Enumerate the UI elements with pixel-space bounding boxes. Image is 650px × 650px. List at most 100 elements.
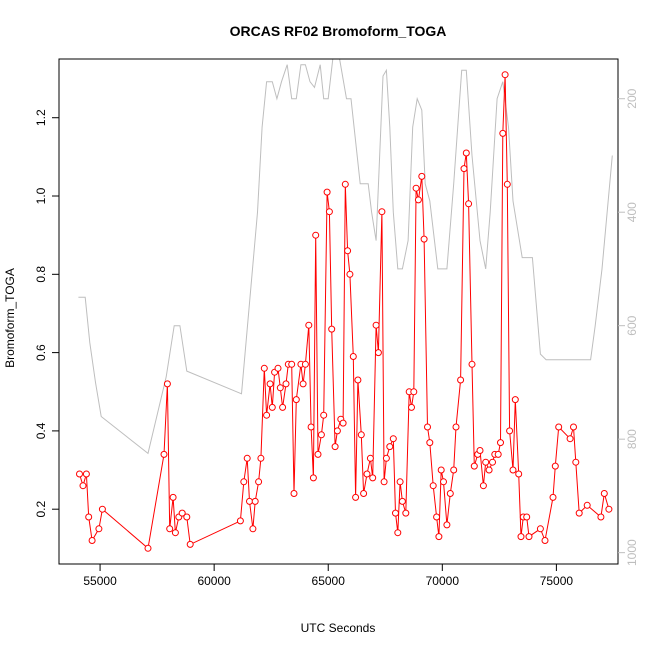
data-point bbox=[346, 270, 354, 278]
chart-title: ORCAS RF02 Bromoform_TOGA bbox=[230, 23, 447, 39]
data-point bbox=[549, 493, 557, 501]
x-axis: 55000 60000 65000 70000 75000 bbox=[83, 564, 573, 588]
data-point bbox=[274, 364, 282, 372]
data-point bbox=[380, 478, 388, 486]
data-point bbox=[88, 537, 96, 544]
data-point bbox=[443, 521, 451, 529]
data-point bbox=[523, 513, 531, 521]
data-point bbox=[263, 411, 271, 419]
data-point bbox=[301, 360, 309, 368]
data-point bbox=[525, 533, 533, 541]
data-point bbox=[366, 454, 374, 462]
data-point bbox=[251, 497, 259, 505]
x-axis-label: UTC Seconds bbox=[301, 621, 376, 635]
data-point bbox=[460, 165, 468, 173]
data-point bbox=[386, 443, 394, 451]
data-point bbox=[268, 403, 276, 411]
data-point bbox=[408, 403, 415, 411]
data-point bbox=[465, 200, 473, 208]
data-point bbox=[412, 184, 420, 192]
data-point bbox=[282, 380, 290, 388]
data-point bbox=[515, 470, 523, 478]
data-point bbox=[331, 443, 339, 451]
y-tick-label: 0.4 bbox=[34, 422, 48, 439]
data-point bbox=[317, 431, 325, 439]
data-point bbox=[349, 353, 357, 360]
data-point bbox=[314, 450, 322, 458]
data-point bbox=[479, 482, 487, 490]
data-point bbox=[186, 540, 194, 548]
x-tick-label: 65000 bbox=[312, 574, 346, 588]
data-point bbox=[429, 482, 437, 490]
y2-tick-label: 200 bbox=[625, 88, 639, 108]
data-point bbox=[509, 466, 517, 474]
y-tick-label: 1.0 bbox=[34, 187, 48, 204]
data-point bbox=[357, 431, 365, 439]
data-point bbox=[333, 427, 341, 435]
data-point bbox=[398, 497, 406, 505]
data-point bbox=[605, 505, 613, 513]
data-point bbox=[452, 423, 460, 431]
data-point bbox=[426, 439, 434, 447]
data-point bbox=[600, 490, 608, 497]
data-point bbox=[79, 482, 87, 490]
data-point bbox=[288, 360, 296, 368]
data-point bbox=[494, 450, 502, 458]
data-point bbox=[305, 321, 313, 329]
y2-tick-label: 1000 bbox=[625, 539, 639, 566]
data-point bbox=[462, 149, 470, 157]
data-point bbox=[440, 478, 447, 486]
data-point bbox=[396, 478, 404, 486]
data-point bbox=[299, 380, 307, 388]
data-point bbox=[437, 466, 445, 474]
data-point bbox=[160, 450, 168, 458]
data-point bbox=[307, 423, 315, 431]
data-point bbox=[279, 403, 287, 411]
data-point bbox=[98, 505, 106, 513]
data-point bbox=[276, 384, 284, 392]
data-point bbox=[597, 513, 605, 521]
data-point bbox=[435, 533, 443, 541]
data-point bbox=[323, 188, 331, 196]
data-point bbox=[236, 517, 244, 525]
data-point bbox=[144, 544, 152, 552]
y-tick-label: 0.8 bbox=[34, 266, 48, 283]
data-point bbox=[360, 490, 368, 497]
y2-tick-label: 600 bbox=[625, 315, 639, 335]
data-point bbox=[171, 529, 179, 537]
data-point bbox=[394, 529, 402, 537]
bromoform-series-group bbox=[76, 71, 613, 552]
y-tick-label: 0.2 bbox=[34, 501, 48, 518]
data-point bbox=[414, 196, 422, 204]
data-point bbox=[372, 321, 380, 329]
data-point bbox=[424, 423, 431, 431]
data-point bbox=[249, 525, 257, 533]
data-point bbox=[457, 376, 465, 384]
y-tick-label: 0.6 bbox=[34, 344, 48, 361]
y-tick-label: 1.2 bbox=[34, 109, 48, 126]
data-point bbox=[382, 454, 390, 462]
data-point bbox=[369, 474, 377, 482]
data-point bbox=[536, 525, 544, 533]
data-point bbox=[420, 235, 428, 243]
data-point bbox=[339, 419, 347, 427]
data-point bbox=[446, 490, 454, 497]
data-point bbox=[541, 537, 549, 544]
data-point bbox=[290, 490, 298, 497]
data-point bbox=[363, 470, 371, 478]
data-point bbox=[246, 497, 253, 505]
data-point bbox=[575, 509, 583, 517]
pressure-line bbox=[78, 58, 613, 455]
data-point bbox=[95, 525, 103, 533]
data-point bbox=[354, 376, 362, 384]
x-tick-label: 70000 bbox=[426, 574, 460, 588]
data-point bbox=[497, 439, 504, 447]
data-point bbox=[499, 129, 507, 137]
data-point bbox=[292, 396, 300, 404]
y2-tick-label: 400 bbox=[625, 202, 639, 222]
data-point bbox=[506, 427, 514, 435]
y2-axis: 200 400 600 800 1000 bbox=[618, 88, 639, 566]
data-point bbox=[374, 349, 382, 357]
data-point bbox=[503, 180, 511, 188]
data-point bbox=[82, 470, 90, 478]
